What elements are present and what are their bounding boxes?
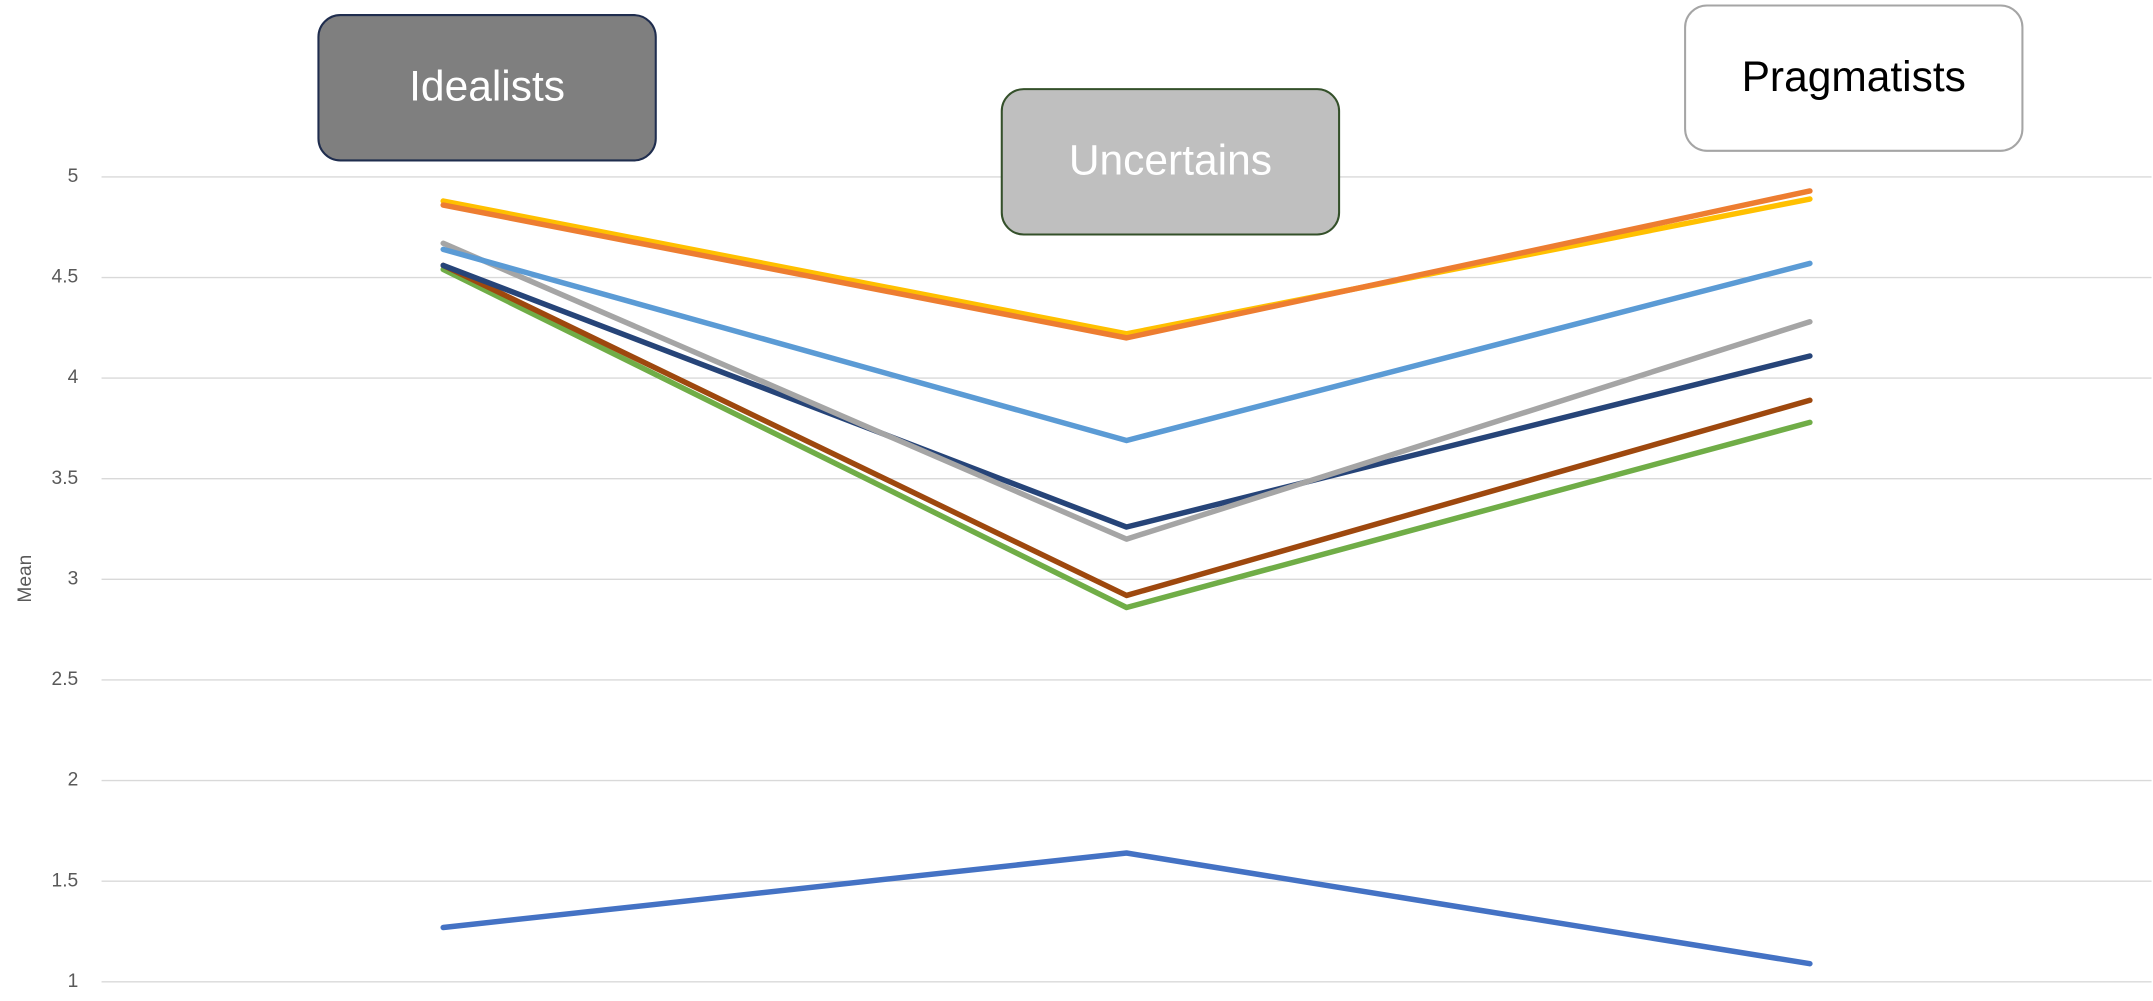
- y-axis-label: Mean: [15, 555, 36, 603]
- y-tick-label: 5: [68, 166, 79, 187]
- category-box-shape: [1684, 4, 2024, 152]
- y-tick-label: 2.5: [52, 669, 79, 690]
- y-tick-label: 1.5: [52, 870, 79, 891]
- line-series: [440, 262, 1813, 530]
- y-tick-label: 4.5: [52, 267, 79, 288]
- line-series: [440, 240, 1813, 542]
- line-series: [440, 262, 1813, 599]
- y-tick-label: 1: [68, 971, 79, 992]
- line-series: [440, 188, 1813, 341]
- category-box-shape: [317, 14, 657, 162]
- y-tick-label: 2: [68, 770, 79, 791]
- category-label: Pragmatists: [1742, 54, 1966, 101]
- line-series: [440, 266, 1813, 611]
- line-series: [440, 246, 1813, 444]
- line-series: [440, 850, 1813, 967]
- y-tick-label: 3: [68, 568, 79, 589]
- y-tick-label: 4: [68, 367, 79, 388]
- category-box: Uncertains: [1000, 88, 1341, 236]
- category-label: Idealists: [409, 63, 565, 110]
- category-label: Uncertains: [1069, 137, 1272, 184]
- category-box: Idealists: [317, 14, 657, 162]
- y-tick-label: 3.5: [52, 468, 79, 489]
- category-box: Pragmatists: [1684, 4, 2024, 152]
- line-series: [440, 196, 1813, 337]
- category-box-shape: [1000, 88, 1341, 236]
